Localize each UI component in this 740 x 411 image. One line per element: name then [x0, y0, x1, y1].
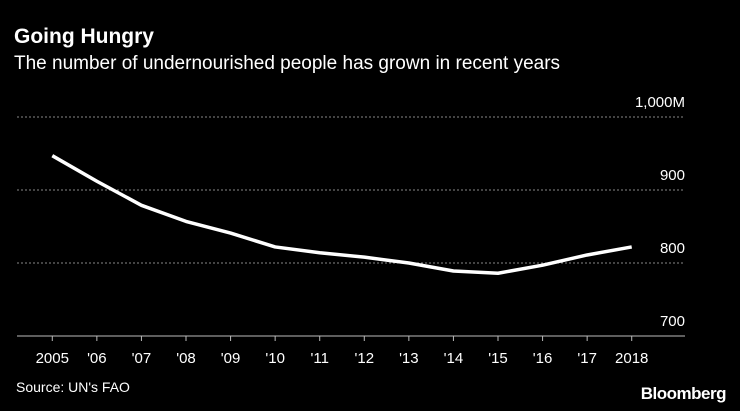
x-tick-label: '11: [310, 350, 328, 367]
x-tick-label: '15: [488, 350, 508, 367]
y-tick-label: 800: [660, 240, 685, 257]
line-series: [51, 154, 633, 275]
source: Source: UN's FAO: [16, 379, 130, 395]
x-tick-label: '17: [577, 350, 597, 367]
x-tick-label: 2005: [36, 350, 69, 367]
x-tick-label: '10: [265, 350, 285, 367]
x-tick-label: '14: [444, 350, 464, 367]
y-tick-label: 1,000M: [635, 94, 685, 111]
x-tick-label: '07: [132, 350, 152, 367]
x-tick-label: '12: [355, 350, 375, 367]
brand: Bloomberg: [641, 384, 726, 403]
x-tick-label: 2018: [615, 350, 648, 367]
y-tick-label: 700: [660, 313, 685, 330]
y-tick-label: 900: [660, 167, 685, 184]
chart-subtitle: The number of undernourished people has …: [14, 53, 560, 74]
x-tick-label: '09: [221, 350, 241, 367]
x-tick-label: '13: [399, 350, 419, 367]
x-tick-label: '06: [87, 350, 107, 367]
chart-title: Going Hungry: [14, 25, 154, 48]
x-tick-label: '16: [533, 350, 553, 367]
x-tick-label: '08: [176, 350, 196, 367]
